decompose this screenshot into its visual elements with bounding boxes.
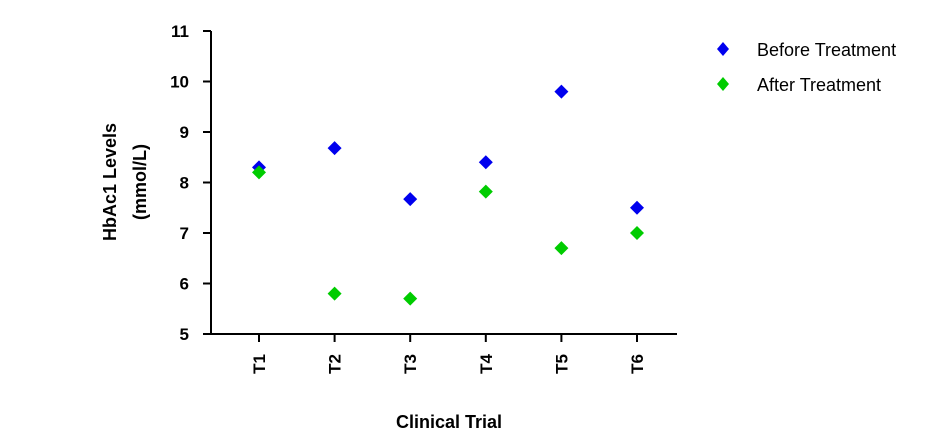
y-tick-label: 7 (180, 224, 189, 243)
data-point-after (478, 184, 493, 199)
legend-label-before: Before Treatment (757, 40, 896, 60)
y-tick-label: 5 (180, 325, 189, 344)
legend-marker-before (717, 42, 729, 56)
x-tick-label: T4 (477, 353, 496, 373)
data-point-before (630, 200, 644, 215)
y-ticks: 5 6 7 8 9 10 11 (170, 22, 211, 344)
data-point-before (327, 141, 342, 156)
y-axis-title-line1: HbAc1 Levels (100, 123, 120, 241)
x-tick-label: T6 (628, 354, 647, 374)
x-tick-label: T3 (401, 354, 420, 374)
data-point-after (327, 286, 342, 301)
y-axis-title-line2: (mmol/L) (130, 144, 150, 220)
x-tick-label: T2 (326, 354, 345, 374)
y-axis-title: HbAc1 Levels (mmol/L) (100, 123, 150, 241)
y-tick-label: 8 (180, 174, 189, 193)
data-point-after (554, 241, 569, 256)
axes (210, 31, 677, 335)
y-tick-label: 6 (180, 275, 189, 294)
data-points (252, 84, 644, 306)
y-tick-label: 10 (170, 73, 189, 92)
data-point-after (252, 165, 266, 180)
data-point-before (554, 84, 569, 99)
y-tick-label: 11 (171, 22, 189, 41)
x-ticks: T1 T2 T3 T4 T5 T6 (250, 334, 647, 374)
data-point-before (403, 192, 418, 207)
data-point-after (403, 291, 418, 306)
legend: Before Treatment After Treatment (717, 40, 896, 95)
x-axis-title: Clinical Trial (396, 412, 502, 432)
data-point-after (630, 226, 644, 240)
legend-item-after: After Treatment (717, 75, 881, 95)
x-tick-label: T1 (250, 354, 269, 374)
legend-label-after: After Treatment (757, 75, 881, 95)
legend-marker-after (717, 77, 729, 91)
legend-item-before: Before Treatment (717, 40, 896, 60)
y-tick-label: 9 (180, 123, 189, 142)
data-point-before (478, 155, 493, 170)
x-tick-label: T5 (552, 354, 571, 374)
